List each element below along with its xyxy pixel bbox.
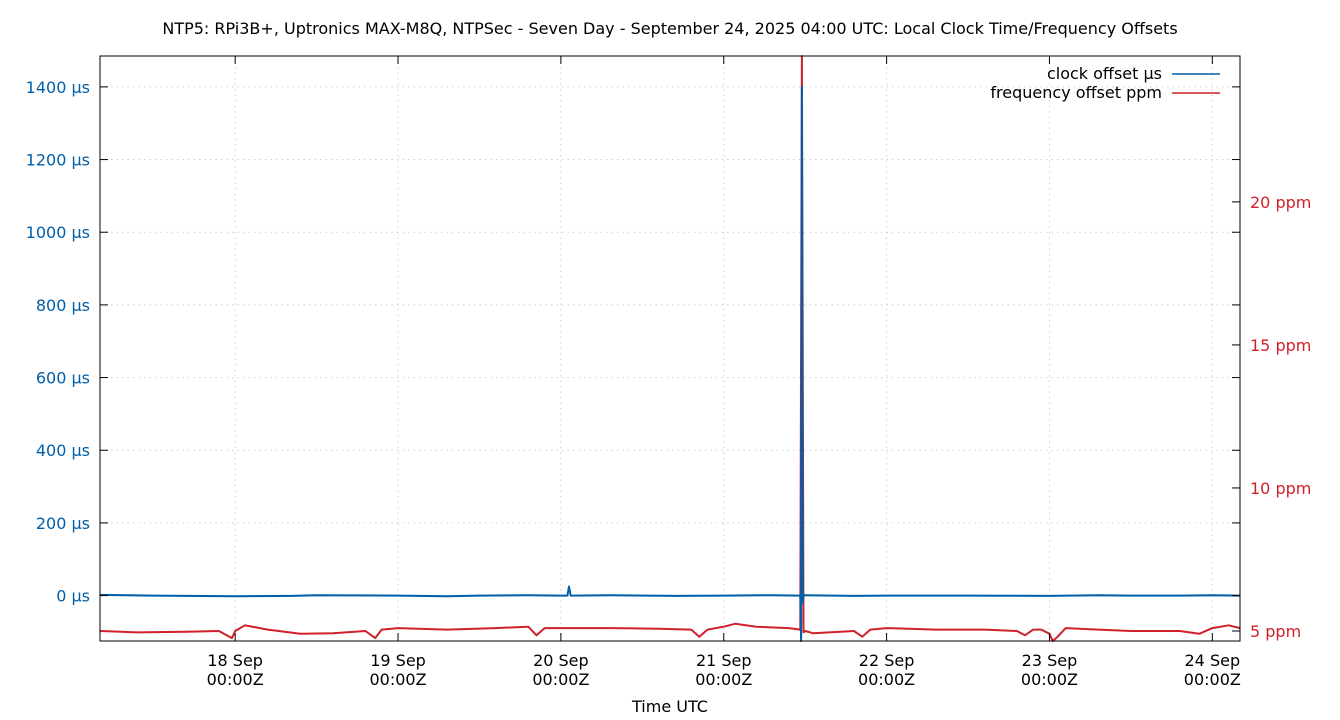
y-tick-label: 400 µs bbox=[36, 441, 90, 460]
legend-label: clock offset µs bbox=[1047, 64, 1162, 83]
x-tick-label: 22 Sep bbox=[859, 651, 915, 670]
x-tick-label: 24 Sep bbox=[1185, 651, 1241, 670]
y2-tick-label: 15 ppm bbox=[1250, 336, 1311, 355]
x-tick-label: 21 Sep bbox=[696, 651, 752, 670]
x-tick-label: 19 Sep bbox=[370, 651, 426, 670]
y-tick-label: 1200 µs bbox=[26, 151, 90, 170]
x-tick-label: 00:00Z bbox=[532, 670, 589, 689]
y2-tick-label: 20 ppm bbox=[1250, 193, 1311, 212]
x-tick-label: 00:00Z bbox=[207, 670, 264, 689]
y-tick-label: 1400 µs bbox=[26, 78, 90, 97]
series-clock-offset-line bbox=[99, 85, 1241, 642]
x-tick-label: 00:00Z bbox=[695, 670, 752, 689]
y2-tick-label: 5 ppm bbox=[1250, 622, 1301, 641]
x-tick-label: 00:00Z bbox=[1184, 670, 1241, 689]
y-tick-label: 1000 µs bbox=[26, 223, 90, 242]
series-layer bbox=[99, 55, 1241, 642]
x-axis-label: Time UTC bbox=[631, 697, 708, 716]
y-tick-label: 600 µs bbox=[36, 369, 90, 388]
y-tick-label: 200 µs bbox=[36, 514, 90, 533]
x-tick-label: 00:00Z bbox=[369, 670, 426, 689]
x-tick-label: 20 Sep bbox=[533, 651, 589, 670]
x-tick-label: 00:00Z bbox=[858, 670, 915, 689]
y-tick-label: 800 µs bbox=[36, 296, 90, 315]
legend-label: frequency offset ppm bbox=[990, 83, 1162, 102]
x-tick-label: 00:00Z bbox=[1021, 670, 1078, 689]
x-tick-label: 23 Sep bbox=[1022, 651, 1078, 670]
ticks-layer: 0 µs 200 µs 400 µs 600 µs 800 µs 1000 µs 1200 … bbox=[26, 56, 1311, 689]
plot-frame bbox=[99, 55, 1241, 642]
y2-tick-label: 10 ppm bbox=[1250, 479, 1311, 498]
chart-title: NTP5: RPi3B+, Uptronics MAX-M8Q, NTPSec … bbox=[162, 19, 1177, 38]
y-tick-label: 0 µs bbox=[56, 587, 90, 606]
series-frequency-offset-line bbox=[99, 55, 1241, 642]
x-tick-label: 18 Sep bbox=[207, 651, 263, 670]
grid-layer bbox=[100, 56, 1240, 641]
